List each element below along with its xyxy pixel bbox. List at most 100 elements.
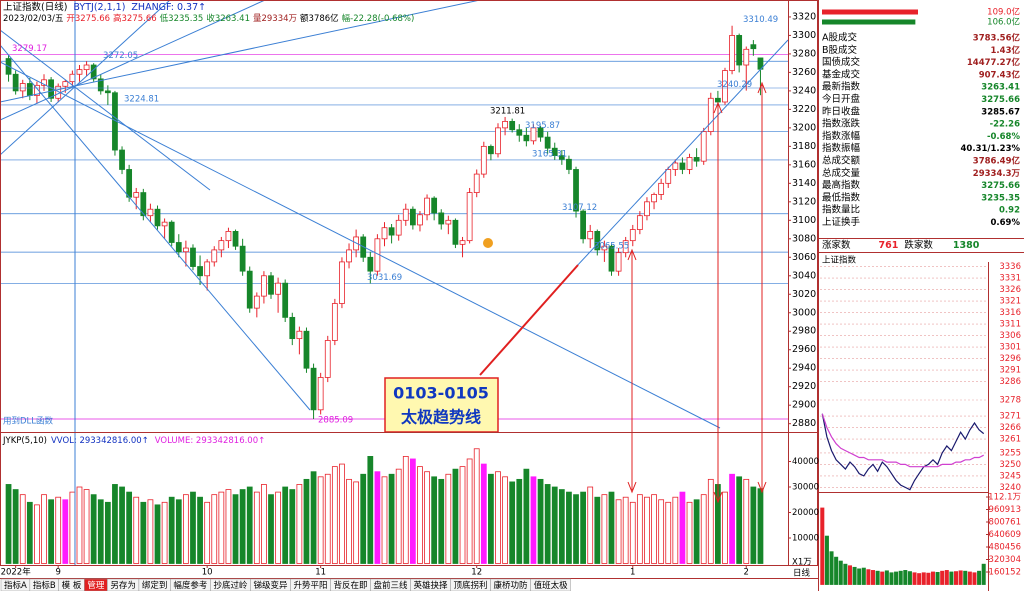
tab-label[interactable]: 顶底拐利 xyxy=(454,580,488,591)
candle-body xyxy=(658,182,665,195)
tab[interactable]: 英雄抉择 xyxy=(410,578,451,591)
volume-bar xyxy=(907,571,912,585)
candle-body xyxy=(346,249,352,263)
candle-body xyxy=(161,221,168,227)
tab[interactable]: 抄底过岭 xyxy=(210,578,251,591)
header: 上证指数(日线) BYTJ(2,1,1) ZHANGF: 0.37↑ xyxy=(3,1,206,13)
y-tick-label: 3301 xyxy=(999,343,1021,353)
y-tick-label: 3286 xyxy=(999,377,1021,387)
tab[interactable]: 康桥功防 xyxy=(490,578,531,591)
candle-body xyxy=(69,73,76,83)
y-tick-label: 2900 xyxy=(792,400,816,411)
tab[interactable]: 模 板 xyxy=(58,578,85,591)
volume-bar xyxy=(175,499,182,564)
tab-label[interactable]: 指标A xyxy=(4,580,27,591)
y-tick-label: 30000 xyxy=(792,483,819,493)
volume-bar xyxy=(736,476,743,564)
volume-bar xyxy=(367,456,374,564)
trend-line xyxy=(574,39,789,269)
y-tick-label: 3240 xyxy=(999,483,1021,493)
volume-bar xyxy=(161,501,168,564)
tab-label[interactable]: 指标B xyxy=(33,580,56,591)
volume-bar xyxy=(935,572,940,585)
annotation: 3240.29 xyxy=(717,80,752,90)
candle-body xyxy=(62,81,69,87)
candle-body xyxy=(445,219,452,225)
y-tick-label: 3278 xyxy=(999,396,1021,406)
tab[interactable]: 绑定到 xyxy=(138,578,171,591)
tab[interactable]: 背反在即 xyxy=(330,578,371,591)
tab-label[interactable]: 盘前三线 xyxy=(374,580,409,591)
tab-label[interactable]: 英雄抉择 xyxy=(414,580,449,591)
volume-bar xyxy=(409,458,416,564)
tab-label[interactable]: 幅度参考 xyxy=(173,580,207,591)
volume-bar xyxy=(601,494,608,564)
candle-body xyxy=(331,303,338,341)
volume-bar xyxy=(921,572,926,585)
volume-bar xyxy=(875,570,880,585)
tab-label[interactable]: 值班太极 xyxy=(534,580,569,591)
volume-bar xyxy=(466,458,473,564)
tab[interactable]: 顶底拐利 xyxy=(450,578,491,591)
tab[interactable]: 幅度参考 xyxy=(170,578,211,591)
tab-label[interactable]: 锑级变异 xyxy=(253,580,288,591)
candle-body xyxy=(651,194,657,203)
x-tick-label: 12 xyxy=(471,568,482,578)
volume-bar xyxy=(473,448,480,564)
y-tick-label: 160152 xyxy=(989,567,1021,577)
y-tick-label: 3326 xyxy=(999,285,1021,295)
tab-label[interactable]: 背反在即 xyxy=(333,580,367,591)
tab[interactable]: 升势平阳 xyxy=(290,578,331,591)
row-value: 3275.66 xyxy=(981,95,1020,105)
volume-bar xyxy=(12,489,19,564)
volume-bar xyxy=(967,571,972,585)
tab-label[interactable]: 绑定到 xyxy=(142,580,168,591)
volume-bar xyxy=(861,567,866,585)
volume-bar xyxy=(268,494,274,564)
candle-body xyxy=(388,227,395,236)
tab-label[interactable]: 康桥功防 xyxy=(494,580,529,591)
tab-label[interactable]: 抄底过岭 xyxy=(213,580,248,591)
y-tick-label: 3260 xyxy=(792,67,816,78)
tab[interactable]: 值班太极 xyxy=(530,578,571,591)
annotation: 3165.31 xyxy=(532,149,567,159)
tab[interactable]: 另存为 xyxy=(107,578,140,591)
volume-bar xyxy=(834,556,839,585)
callout-text: 0103-0105 xyxy=(393,384,489,403)
y-tick-label: 3311 xyxy=(999,320,1021,330)
volume-bar xyxy=(636,494,643,564)
ratio-bar xyxy=(822,9,918,15)
tab-label[interactable]: 另存为 xyxy=(110,580,136,591)
volume-bar xyxy=(495,471,501,564)
volume-bar xyxy=(940,570,945,585)
annotation: 2885.09 xyxy=(318,415,353,425)
y-tick-label: 3320 xyxy=(792,11,816,22)
volume-bar xyxy=(317,476,324,564)
indicator-value: ZHANGF: 0.37↑ xyxy=(131,2,206,13)
volume-bar xyxy=(282,486,289,564)
volume-bar xyxy=(211,494,218,564)
tab-label[interactable]: 管理 xyxy=(87,580,105,591)
candle-body xyxy=(466,192,473,242)
y-tick-label: 3120 xyxy=(792,196,816,207)
tab-label[interactable]: 升势平阳 xyxy=(293,580,327,591)
tab[interactable]: 锑级变异 xyxy=(250,578,291,591)
y-tick-label: 3240 xyxy=(792,85,816,96)
candle-body xyxy=(104,90,111,94)
volume-bar xyxy=(253,491,260,564)
volume-bar xyxy=(889,572,894,585)
tab-label[interactable]: 模 板 xyxy=(62,580,82,591)
volume-bar xyxy=(381,476,388,564)
tab[interactable]: 指标A xyxy=(0,578,31,591)
volume-bar xyxy=(289,489,296,564)
candle-body xyxy=(495,127,501,155)
period[interactable]: 日线 xyxy=(793,568,811,579)
tab[interactable]: 管理 xyxy=(84,578,108,591)
candle-body xyxy=(608,245,615,272)
candle-body xyxy=(629,229,636,242)
tab[interactable]: 指标B xyxy=(29,578,59,591)
volume-bar xyxy=(530,476,537,564)
tab[interactable]: 盘前三线 xyxy=(370,578,411,591)
row-value: 3235.35 xyxy=(981,193,1020,203)
info: 低3235.35 xyxy=(160,13,204,24)
